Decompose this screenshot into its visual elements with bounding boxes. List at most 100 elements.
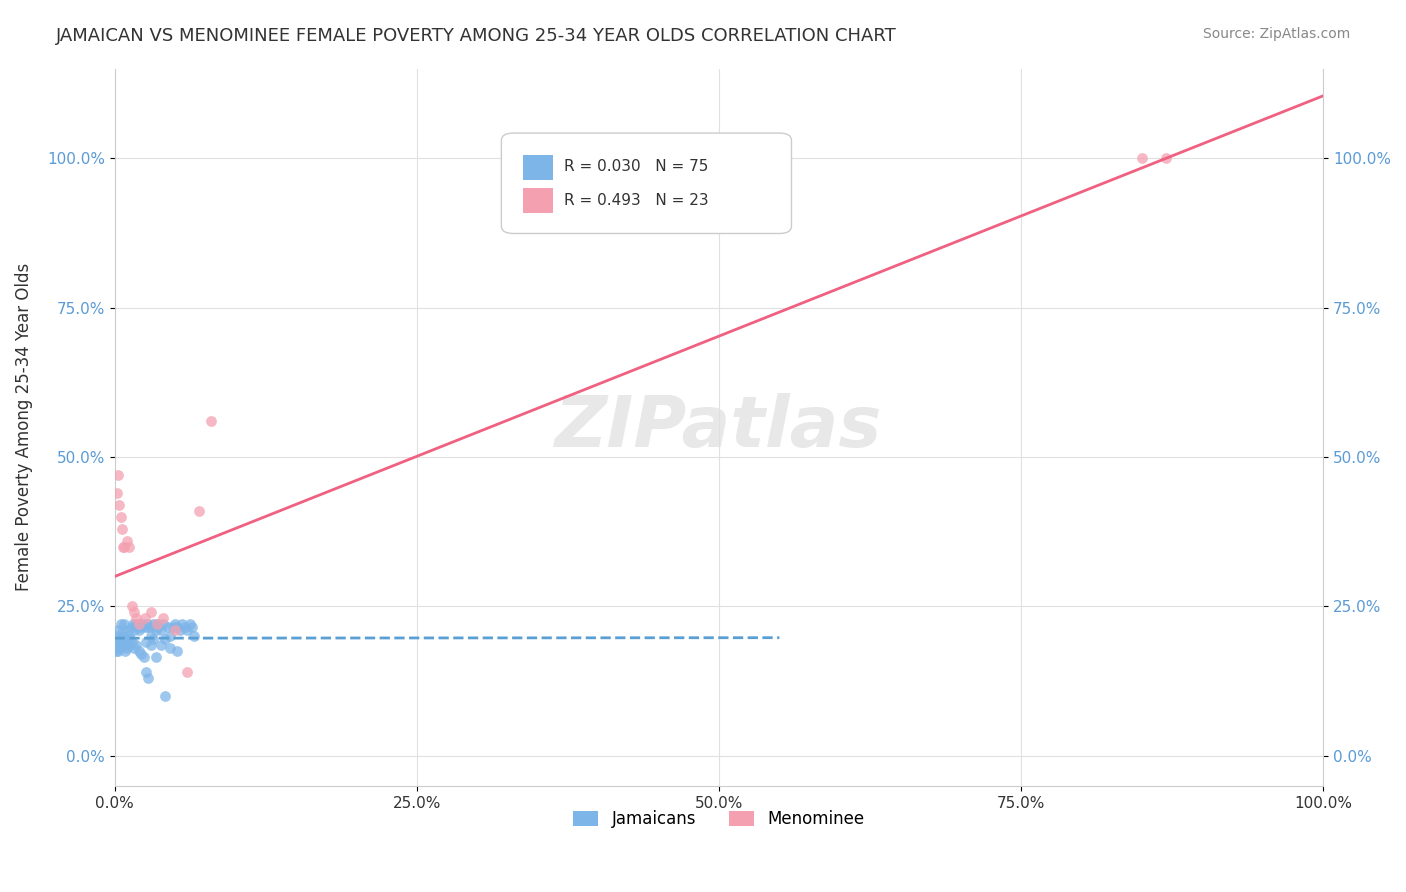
Text: ZIPatlas: ZIPatlas [555, 392, 883, 462]
Text: Source: ZipAtlas.com: Source: ZipAtlas.com [1202, 27, 1350, 41]
Point [146, 617, 169, 632]
Point [181, 620, 204, 634]
Point [169, 624, 191, 638]
Point [136, 617, 159, 632]
Point [156, 620, 179, 634]
Point [172, 617, 194, 632]
Point [146, 617, 169, 632]
Point [200, 414, 222, 428]
Point [135, 665, 157, 680]
Point [129, 620, 152, 634]
Point [128, 617, 150, 632]
Point [114, 644, 136, 658]
Point [149, 638, 172, 652]
Point [176, 665, 198, 680]
Point [112, 638, 135, 652]
Point [110, 617, 132, 632]
Point [112, 617, 135, 632]
Point [139, 606, 162, 620]
Point [134, 611, 156, 625]
Text: R = 0.030   N = 75: R = 0.030 N = 75 [564, 160, 709, 174]
Y-axis label: Female Poverty Among 25-34 Year Olds: Female Poverty Among 25-34 Year Olds [15, 263, 32, 591]
Point [159, 629, 181, 643]
Point [1130, 151, 1153, 165]
Point [110, 635, 132, 649]
Point [108, 641, 131, 656]
Point [121, 617, 143, 632]
Text: JAMAICAN VS MENOMINEE FEMALE POVERTY AMONG 25-34 YEAR OLDS CORRELATION CHART: JAMAICAN VS MENOMINEE FEMALE POVERTY AMO… [56, 27, 897, 45]
Point [115, 638, 138, 652]
Point [135, 635, 157, 649]
Point [105, 638, 128, 652]
Point [139, 629, 162, 643]
Point [107, 467, 129, 482]
Point [146, 620, 169, 634]
Point [176, 624, 198, 638]
Point [132, 650, 155, 665]
Point [118, 540, 141, 554]
Point [129, 648, 152, 662]
Point [117, 624, 139, 638]
Point [179, 617, 201, 632]
Point [145, 624, 167, 638]
Point [149, 624, 172, 638]
Point [111, 629, 134, 643]
Point [129, 617, 152, 632]
Point [122, 624, 145, 638]
Point [104, 635, 127, 649]
Point [121, 620, 143, 634]
Point [105, 486, 128, 500]
Point [125, 611, 148, 625]
Point [120, 632, 142, 647]
Point [122, 641, 145, 656]
Point [114, 632, 136, 647]
FancyBboxPatch shape [523, 188, 554, 213]
Point [141, 620, 163, 634]
Point [162, 620, 184, 634]
Point [127, 620, 149, 634]
Point [142, 617, 165, 632]
Point [163, 617, 186, 632]
Point [183, 629, 205, 643]
Point [173, 620, 195, 634]
Point [138, 671, 160, 685]
Point [152, 611, 174, 625]
Point [104, 641, 127, 656]
Point [107, 635, 129, 649]
Point [131, 617, 153, 632]
Point [188, 504, 211, 518]
Point [125, 638, 148, 652]
Point [125, 617, 148, 632]
Legend: Jamaicans, Menominee: Jamaicans, Menominee [567, 804, 872, 835]
Point [107, 624, 129, 638]
Point [155, 689, 177, 703]
Point [105, 629, 128, 643]
Point [128, 644, 150, 658]
Point [115, 641, 138, 656]
Point [145, 650, 167, 665]
Point [108, 498, 131, 512]
Point [118, 638, 141, 652]
Point [111, 638, 134, 652]
Point [152, 617, 174, 632]
FancyBboxPatch shape [502, 133, 792, 234]
Text: R = 0.493   N = 23: R = 0.493 N = 23 [564, 193, 709, 208]
Point [104, 644, 127, 658]
Point [138, 620, 160, 634]
Point [112, 632, 135, 647]
Point [118, 629, 141, 643]
Point [139, 638, 162, 652]
Point [155, 632, 177, 647]
Point [108, 632, 131, 647]
Point [107, 644, 129, 658]
FancyBboxPatch shape [523, 154, 554, 179]
Point [110, 509, 132, 524]
Point [159, 641, 181, 656]
Point [1154, 151, 1177, 165]
Point [142, 632, 165, 647]
Point [166, 644, 188, 658]
Point [121, 635, 143, 649]
Point [166, 620, 188, 634]
Point [163, 624, 186, 638]
Point [112, 624, 135, 638]
